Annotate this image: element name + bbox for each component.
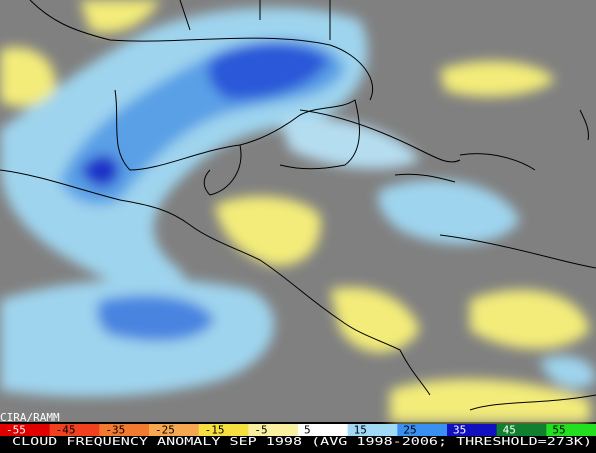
colorbar-label: -45 [56, 424, 76, 437]
colorbar-label: 35 [453, 424, 466, 437]
colorbar-segment [198, 424, 249, 436]
colorbar-segment [447, 424, 498, 436]
colorbar-label: -25 [155, 424, 175, 437]
colorbar-label: 45 [503, 424, 516, 437]
colorbar-segment [248, 424, 299, 436]
colorbar-label: -55 [6, 424, 26, 437]
colorbar-label: 55 [552, 424, 565, 437]
colorbar: -55 -45 -35 -25 -15 -5 5 15 25 35 45 55 [0, 424, 596, 437]
colorbar-segment [546, 424, 596, 436]
colorbar-segment [0, 424, 51, 436]
colorbar-segment [347, 424, 398, 436]
colorbar-segment [397, 424, 448, 436]
colorbar-segment [149, 424, 200, 436]
colorbar-label: -35 [105, 424, 125, 437]
colorbar-label: 25 [403, 424, 416, 437]
caption: CLOUD FREQUENCY ANOMALY SEP 1998 (AVG 19… [12, 435, 592, 448]
colorbar-segment [298, 424, 349, 436]
colorbar-segment [496, 424, 547, 436]
anomaly-field [0, 0, 596, 422]
colorbar-label: -5 [254, 424, 267, 437]
colorbar-segment [49, 424, 100, 436]
colorbar-segment [99, 424, 150, 436]
coastlines [0, 0, 596, 411]
credit: CIRA/RAMM [0, 411, 60, 424]
colorbar-label: 5 [304, 424, 311, 437]
colorbar-label: -15 [205, 424, 225, 437]
colorbar-label: 15 [354, 424, 367, 437]
